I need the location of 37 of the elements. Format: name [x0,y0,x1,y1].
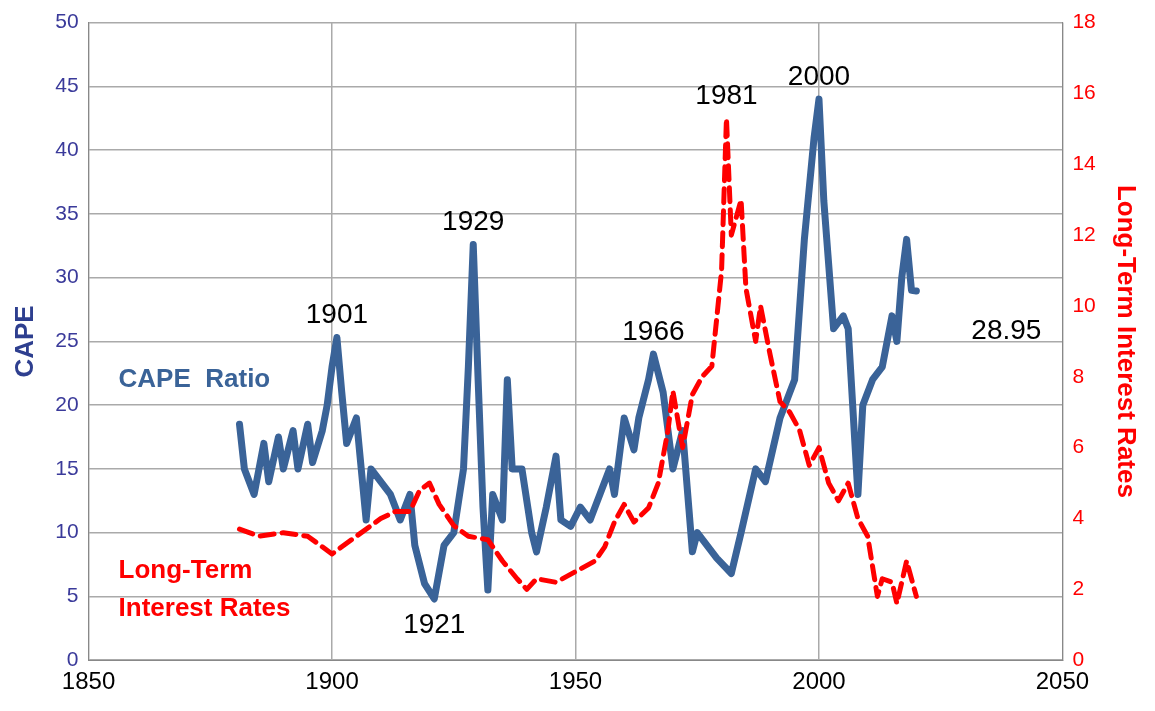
y2-tick-label: 16 [1072,80,1096,104]
annotation: 1921 [403,607,466,639]
annotation: 2000 [787,59,851,91]
x-tick-label: 2000 [792,667,846,695]
y-tick-label: 45 [55,73,79,97]
x-tick-label: 1950 [548,667,603,695]
x-tick-label: 2050 [1035,667,1090,695]
x-tick-label: 1900 [305,667,359,695]
y2-tick-label: 14 [1072,151,1097,175]
y2-tick-label: 8 [1072,363,1085,387]
x-tick-label: 1850 [61,667,116,695]
annotation: 1901 [305,298,369,330]
y-tick-label: 30 [55,264,79,288]
annotation: 1981 [695,78,758,110]
y-tick-label: 5 [66,583,79,607]
y2-axis-title: Long-Term Interest Rates [1112,184,1143,498]
y-tick-label: 50 [55,9,79,33]
y-tick-label: 40 [55,136,79,160]
y-axis-title: CAPE [8,305,39,378]
series-label: Long-Term Interest Rates [118,554,291,623]
y2-tick-label: 0 [1072,647,1085,670]
y-tick-label: 10 [55,519,79,543]
y2-tick-label: 6 [1072,434,1085,458]
y-tick-label: 35 [55,200,79,224]
annotation: 1929 [442,205,505,237]
y2-tick-label: 12 [1072,221,1096,245]
y-tick-label: 20 [55,391,79,415]
y2-tick-label: 18 [1072,9,1096,33]
y2-tick-label: 4 [1072,505,1085,529]
y-tick-label: 15 [55,455,79,479]
y-tick-label: 0 [66,647,79,670]
y-tick-label: 25 [55,328,79,352]
annotation: 1966 [622,314,685,346]
y2-tick-label: 2 [1072,576,1085,600]
annotation: 28.95 [971,313,1042,345]
y2-tick-label: 10 [1072,292,1096,316]
series-label: CAPE Ratio [118,362,271,393]
